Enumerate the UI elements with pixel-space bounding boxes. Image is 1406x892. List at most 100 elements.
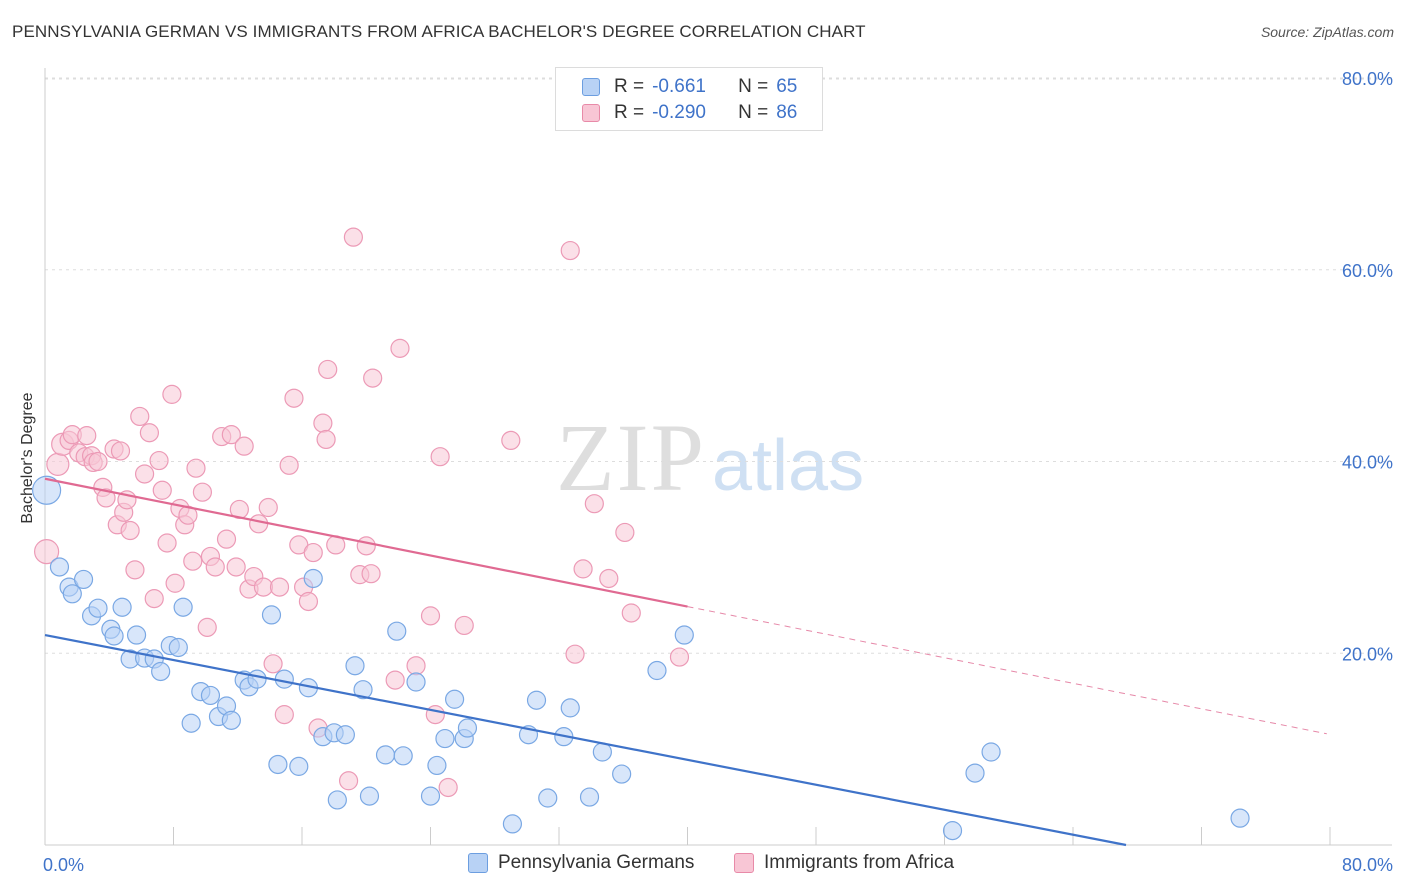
y-tick-label-40: 40.0% <box>1342 453 1393 473</box>
data-point-pink-47 <box>253 577 274 597</box>
data-point-blue-16 <box>168 637 188 658</box>
legend-r-label: R = <box>614 76 645 97</box>
data-point-pink-85 <box>669 647 690 667</box>
data-point-blue-1 <box>49 557 70 577</box>
series-immigrants-from-africa <box>34 227 690 798</box>
legend-row-pink: R = -0.290 N = 86 <box>582 100 797 126</box>
data-point-pink-35 <box>197 617 217 637</box>
data-point-blue-61 <box>942 821 963 841</box>
data-point-pink-67 <box>363 368 383 388</box>
legend-n-value-pink: 86 <box>776 102 798 123</box>
y-tick-label-60: 60.0% <box>1342 261 1393 281</box>
data-point-blue-29 <box>274 669 294 689</box>
data-point-pink-66 <box>356 536 376 556</box>
data-point-pink-60 <box>316 429 336 450</box>
data-point-blue-41 <box>387 621 407 641</box>
data-point-blue-49 <box>457 718 478 738</box>
data-point-blue-40 <box>375 745 396 765</box>
data-point-blue-32 <box>303 568 323 589</box>
data-point-pink-46 <box>249 514 269 534</box>
data-point-blue-45 <box>427 755 447 776</box>
data-point-blue-59 <box>647 660 667 681</box>
data-point-blue-52 <box>526 690 547 710</box>
data-point-pink-48 <box>258 497 278 518</box>
data-point-pink-23 <box>144 589 164 609</box>
data-point-blue-6 <box>88 598 108 618</box>
data-point-pink-59 <box>313 413 333 433</box>
data-point-pink-20 <box>130 406 150 427</box>
x-tick-label-end: 80.0% <box>1342 855 1393 875</box>
data-point-pink-7 <box>77 426 97 446</box>
data-point-pink-52 <box>279 455 299 475</box>
data-point-pink-10 <box>88 451 108 472</box>
data-point-pink-78 <box>560 240 580 261</box>
data-point-pink-26 <box>157 533 177 553</box>
data-point-pink-24 <box>149 450 169 471</box>
data-point-pink-72 <box>420 606 441 626</box>
data-point-blue-47 <box>444 689 465 709</box>
data-point-pink-53 <box>284 388 304 408</box>
data-point-blue-44 <box>420 786 441 806</box>
data-point-blue-62 <box>965 763 985 783</box>
data-point-blue-43 <box>406 672 426 692</box>
data-point-pink-12 <box>96 488 116 508</box>
data-point-blue-60 <box>674 625 694 645</box>
data-point-blue-42 <box>393 746 413 766</box>
data-point-pink-15 <box>110 441 131 461</box>
data-point-blue-37 <box>345 656 365 676</box>
data-point-pink-83 <box>615 522 635 543</box>
legend-row-blue: R = -0.661 N = 65 <box>582 74 797 100</box>
gridlines <box>45 77 1392 654</box>
x-tick-label-start: 0.0% <box>43 855 84 875</box>
tick-labels: 20.0% 40.0% 60.0% 80.0% 0.0% 80.0% <box>43 69 1393 875</box>
data-point-pink-40 <box>221 425 241 445</box>
data-point-blue-28 <box>268 754 288 775</box>
data-point-pink-84 <box>621 603 641 623</box>
data-point-blue-63 <box>981 742 1001 762</box>
data-point-pink-73 <box>425 705 445 725</box>
data-point-pink-81 <box>584 494 604 514</box>
data-point-pink-41 <box>226 557 246 577</box>
trend-line-blue <box>44 633 1127 847</box>
data-point-pink-33 <box>186 458 206 478</box>
data-point-pink-76 <box>454 615 474 636</box>
data-point-blue-39 <box>359 786 380 806</box>
data-point-pink-28 <box>165 573 185 593</box>
data-point-pink-71 <box>406 656 426 676</box>
data-point-pink-43 <box>234 436 254 456</box>
data-point-blue-55 <box>560 698 580 718</box>
legend-n-value-blue: 65 <box>776 76 798 97</box>
legend-swatch-pink <box>582 104 600 122</box>
legend-label-blue: Pennsylvania Germans <box>498 852 695 873</box>
data-point-pink-18 <box>120 520 140 541</box>
data-point-pink-68 <box>361 564 381 584</box>
data-point-blue-3 <box>62 584 82 604</box>
correlation-legend: R = -0.661 N = 65 R = -0.290 N = 86 <box>555 67 823 131</box>
data-point-pink-27 <box>162 384 182 404</box>
data-point-blue-11 <box>126 625 147 645</box>
data-point-blue-4 <box>73 569 94 590</box>
legend-label-pink: Immigrants from Africa <box>764 852 955 873</box>
legend-r-value-pink: -0.290 <box>652 102 706 123</box>
data-point-blue-9 <box>112 597 132 617</box>
data-point-blue-14 <box>151 661 171 682</box>
data-point-pink-21 <box>134 464 155 484</box>
legend-item-immigrants-from-africa: Immigrants from Africa <box>734 852 954 874</box>
data-point-pink-34 <box>192 482 213 502</box>
data-point-pink-82 <box>599 568 619 589</box>
trend-lines <box>44 477 1327 847</box>
data-point-blue-8 <box>104 626 124 646</box>
data-point-pink-22 <box>139 423 160 443</box>
data-point-pink-74 <box>430 447 450 467</box>
data-point-pink-64 <box>343 227 363 247</box>
data-point-blue-46 <box>435 728 455 749</box>
y-tick-label-20: 20.0% <box>1342 644 1393 664</box>
legend-r-label: R = <box>614 102 645 123</box>
data-point-pink-79 <box>565 644 585 664</box>
legend-n-label: N = <box>738 76 769 97</box>
legend-r-value-blue: -0.661 <box>652 76 706 97</box>
data-point-blue-18 <box>181 713 201 733</box>
data-point-pink-69 <box>385 670 405 690</box>
data-point-blue-56 <box>579 787 600 807</box>
legend-swatch-pink <box>734 853 754 873</box>
